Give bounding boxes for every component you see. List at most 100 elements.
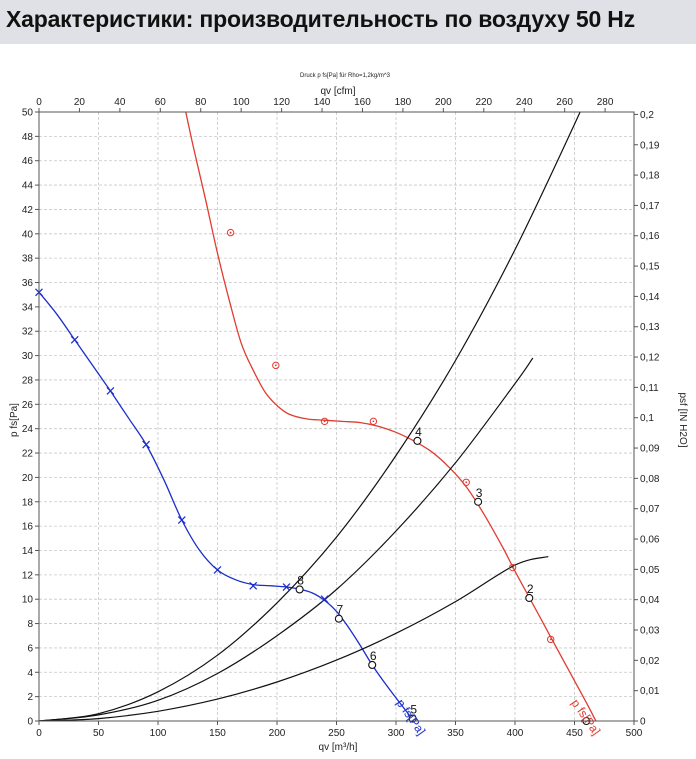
operating-point [474,497,483,506]
y-tick-label: 20 [22,473,34,484]
y-tick-label: 6 [27,643,33,654]
y2-tick-label: 0 [640,717,646,728]
blue-fan-curve [39,291,415,721]
operating-point-label: 6 [370,649,377,663]
y-tick-label: 42 [22,205,34,216]
x2-tick-label: 60 [155,97,167,108]
chart-title: Druck p fs[Pa] für Rho=1,2kg/m^3 [300,73,391,79]
x-tick-label: 50 [93,728,105,739]
y2-tick-label: 0,09 [640,444,660,455]
x2-tick-label: 240 [516,97,533,108]
x2-tick-label: 220 [475,97,492,108]
x-tick-label: 400 [507,728,524,739]
operating-point-label: 5 [410,703,417,717]
y2-tick-label: 0,13 [640,322,660,333]
x-tick-label: 150 [209,728,226,739]
y-tick-label: 24 [22,424,34,435]
blue-x-marker [249,581,258,590]
operating-point [334,614,343,623]
x2-tick-label: 180 [395,97,412,108]
x2-tick-label: 0 [36,97,42,108]
red-circle-marker-dot [549,638,552,641]
y-tick-label: 8 [27,619,33,630]
red-circle-marker [272,361,280,370]
y-tick-label: 34 [22,302,34,313]
red-fan-curve [185,112,597,721]
operating-point-label: 8 [297,573,304,587]
y2-tick-label: 0,19 [640,140,660,151]
y2-tick-label: 0,18 [640,171,660,182]
y2-tick-label: 0,2 [640,110,654,121]
y2-tick-label: 0,14 [640,292,660,303]
y-tick-label: 44 [22,181,34,192]
y2-tick-label: 0,04 [640,595,660,606]
x-tick-label: 250 [328,728,345,739]
y-tick-label: 16 [22,522,34,533]
y-tick-label: 10 [22,595,34,606]
blue-x-marker-stroke [320,595,329,604]
red-circle-marker-dot [511,566,514,569]
operating-point-label: 3 [476,486,483,500]
operating-point-label: 7 [337,603,344,617]
y-tick-label: 30 [22,351,34,362]
y2-tick-label: 0,17 [640,201,660,212]
red-circle-marker-dot [372,420,375,423]
blue-x-marker-stroke [177,516,186,524]
blue-x-marker [282,583,291,591]
x2-tick-label: 100 [233,97,250,108]
header-bar [0,0,696,44]
red-circle-marker [462,478,470,486]
blue-x-marker [213,566,222,574]
y2-tick-label: 0,12 [640,353,660,364]
y-tick-label: 40 [22,229,34,240]
x-tick-label: 500 [626,728,643,739]
y2-tick-label: 0,1 [640,413,654,424]
y2-tick-label: 0,05 [640,565,660,576]
x2-tick-label: 260 [556,97,573,108]
red-circle-marker [508,563,517,572]
y-tick-label: 28 [22,375,34,386]
y2-tick-label: 0,01 [640,686,660,697]
operating-point [408,714,417,723]
operating-point [413,436,422,445]
operating-point-label: 2 [527,582,534,596]
operating-point-label: 4 [415,425,422,439]
system-curve [39,357,534,721]
y-tick-label: 50 [22,108,34,119]
x-tick-label: 100 [150,728,167,739]
x2-axis-label: qv [cfm] [320,86,355,97]
blue-x-marker-stroke [70,335,79,344]
x-tick-label: 300 [388,728,405,739]
x2-tick-label: 120 [273,97,290,108]
x2-tick-label: 200 [435,97,452,108]
red-circle-marker-dot [323,420,326,423]
y-tick-label: 46 [22,156,34,167]
y2-tick-label: 0,02 [640,656,660,667]
curves [39,112,597,721]
system-curve [39,112,581,721]
system-curve [39,556,549,721]
blue-x-marker [106,386,115,395]
operating-point [295,585,304,594]
y-tick-label: 38 [22,254,34,265]
red-circle-marker-dot [274,364,277,367]
x2-tick-label: 40 [114,97,126,108]
y-tick-label: 12 [22,570,34,581]
y2-tick-label: 0,11 [640,383,659,394]
red-circle-marker [320,417,329,426]
x-tick-label: 450 [566,728,583,739]
blue-x-marker-stroke [142,440,151,449]
operating-point [525,593,534,603]
red-circle-marker-dot [229,231,232,234]
blue-x-marker-stroke [213,566,222,574]
y-tick-label: 22 [22,449,34,460]
y-tick-label: 26 [22,400,34,411]
operating-point [368,660,377,670]
blue-x-marker-stroke [106,386,115,395]
x-tick-label: 0 [36,728,42,739]
x-tick-label: 200 [269,728,286,739]
x-axis-label: qv [m³/h] [319,742,358,753]
y2-tick-label: 0,15 [640,262,660,273]
